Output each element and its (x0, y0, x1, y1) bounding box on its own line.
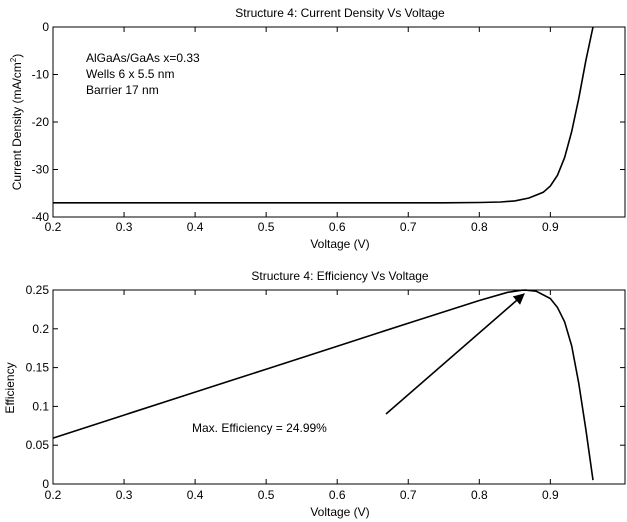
x-tick-label: 0.9 (542, 220, 559, 234)
x-tick-label: 0.4 (187, 488, 204, 502)
y-tick-label: 0.2 (32, 322, 49, 336)
annotation-material: AlGaAs/GaAs x=0.33 (86, 51, 200, 65)
y-axis-label-main: Current Density (mA/cm (10, 62, 24, 190)
current-density-line (53, 26, 594, 204)
chart-title: Structure 4: Current Density Vs Voltage (235, 6, 445, 20)
x-tick-label: 0.8 (471, 220, 488, 234)
annotation-wells: Wells 6 x 5.5 nm (86, 67, 174, 81)
y-tick-label: -40 (32, 210, 50, 224)
max-efficiency-annotation: Max. Efficiency = 24.99% (192, 421, 327, 435)
x-axis-label: Voltage (V) (310, 237, 369, 251)
x-tick-labels: 0.2 0.3 0.4 0.5 0.6 0.7 0.8 0.9 (45, 290, 559, 502)
y-tick-label: 0 (42, 20, 49, 34)
y-tick-label: 0.25 (26, 283, 50, 297)
y-tick-label: 0.1 (32, 399, 49, 413)
y-tick-label: 0 (42, 477, 49, 491)
x-tick-labels: 0.2 0.3 0.4 0.5 0.6 0.7 0.8 0.9 (45, 27, 559, 234)
x-tick-label: 0.6 (329, 220, 346, 234)
x-tick-label: 0.8 (471, 488, 488, 502)
plot-frame (52, 289, 626, 485)
y-tick-labels: 0 -10 -20 -30 -40 (32, 20, 625, 224)
chart-title: Structure 4: Efficiency Vs Voltage (251, 269, 429, 283)
x-tick-label: 0.6 (329, 488, 346, 502)
x-axis-label: Voltage (V) (310, 505, 369, 519)
y-tick-label: 0.05 (26, 438, 50, 452)
x-tick-label: 0.2 (45, 488, 62, 502)
x-tick-label: 0.3 (116, 220, 133, 234)
x-tick-label: 0.5 (258, 220, 275, 234)
y-tick-label: -20 (32, 115, 50, 129)
y-axis-label-sup: 2 (9, 57, 18, 62)
x-tick-label: 0.9 (542, 488, 559, 502)
y-axis-label: Current Density (mA/cm2) (9, 54, 24, 190)
annotation-barrier: Barrier 17 nm (86, 83, 159, 97)
y-axis-label: Efficiency (3, 362, 17, 413)
x-tick-label: 0.4 (187, 220, 204, 234)
x-tick-label: 0.7 (400, 488, 417, 502)
y-tick-label: -10 (32, 68, 50, 82)
y-axis-label-close: ) (10, 54, 24, 58)
efficiency-chart: Structure 4: Efficiency Vs Voltage 0.2 0.… (3, 269, 626, 519)
x-tick-label: 0.7 (400, 220, 417, 234)
x-tick-label: 0.2 (45, 220, 62, 234)
efficiency-line (52, 289, 594, 481)
y-tick-label: -30 (32, 163, 50, 177)
x-tick-label: 0.3 (116, 488, 133, 502)
max-efficiency-arrow (385, 293, 525, 415)
y-tick-label: 0.15 (26, 361, 50, 375)
y-tick-labels: 0.25 0.2 0.15 0.1 0.05 0 (26, 283, 625, 491)
x-tick-label: 0.5 (258, 488, 275, 502)
current-density-chart: Structure 4: Current Density Vs Voltage … (9, 6, 626, 251)
